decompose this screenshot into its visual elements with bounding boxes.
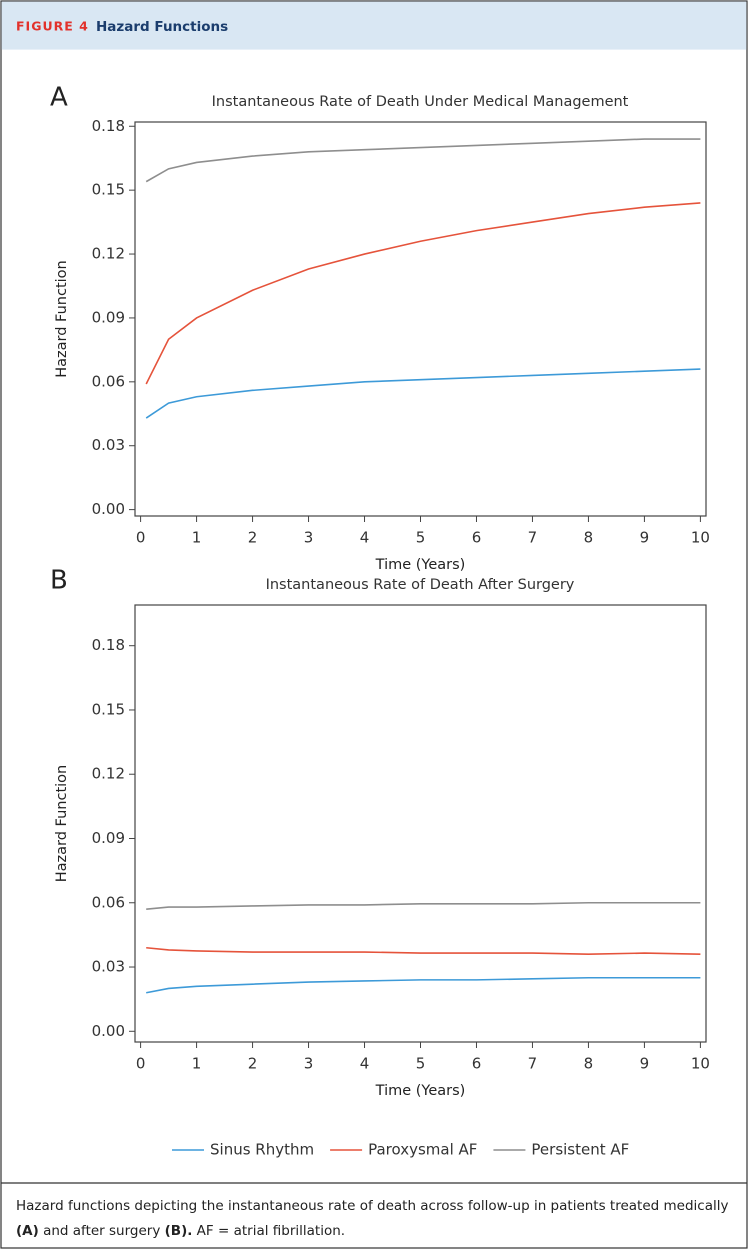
x-tick-label: 5 (416, 529, 426, 547)
plot-frame (134, 121, 707, 517)
panel-label: B (50, 566, 68, 596)
x-axis-title: Time (Years) (375, 1083, 466, 1099)
series-line (145, 138, 701, 183)
caption-text: (B). (164, 1223, 193, 1239)
y-axis-title: Hazard Function (54, 260, 70, 377)
caption-text: (A) (16, 1223, 39, 1239)
x-tick-label: 1 (192, 1055, 202, 1073)
x-tick-label: 0 (136, 529, 146, 547)
series-line (145, 202, 701, 385)
legend-label: Paroxysmal AF (368, 1141, 477, 1159)
y-tick-label: 0.09 (92, 829, 125, 847)
x-tick-label: 2 (248, 1055, 258, 1073)
y-tick-label: 0.12 (92, 245, 125, 263)
x-axis-title: Time (Years) (375, 557, 466, 573)
x-tick-label: 8 (584, 1055, 594, 1073)
y-tick-label: 0.03 (92, 958, 125, 976)
y-tick-label: 0.06 (92, 372, 125, 390)
y-tick-label: 0.09 (92, 308, 125, 326)
series-line (146, 976, 701, 994)
x-tick-label: 9 (640, 529, 650, 547)
chart-title: Instantaneous Rate of Death Under Medica… (212, 94, 629, 110)
x-tick-label: 10 (691, 1055, 710, 1073)
figure-title: Hazard Functions (96, 19, 228, 35)
caption-text: and after surgery (38, 1223, 165, 1239)
series-line (145, 368, 701, 419)
x-tick-label: 1 (192, 529, 202, 547)
y-tick-label: 0.00 (92, 1022, 125, 1040)
caption: Hazard functions depicting the instantan… (16, 1194, 731, 1244)
y-tick-label: 0.03 (92, 436, 125, 454)
plot-frame (134, 604, 707, 1043)
y-tick-label: 0.12 (92, 765, 125, 783)
figure-label: FIGURE 4 (16, 19, 89, 34)
chart-title: Instantaneous Rate of Death After Surger… (266, 577, 575, 593)
x-tick-label: 0 (136, 1055, 146, 1073)
y-axis-title: Hazard Function (54, 765, 70, 882)
y-tick-label: 0.06 (92, 893, 125, 911)
y-tick-label: 0.15 (92, 181, 125, 199)
header-band (1, 1, 747, 50)
caption-text: Hazard functions depicting the instantan… (16, 1198, 729, 1214)
y-tick-label: 0.18 (92, 636, 125, 654)
legend-label: Sinus Rhythm (210, 1141, 314, 1159)
x-tick-label: 6 (472, 529, 482, 547)
caption-text: AF = atrial fibrillation. (192, 1223, 346, 1239)
series-line (146, 901, 701, 910)
x-tick-label: 2 (248, 529, 258, 547)
x-tick-label: 6 (472, 1055, 482, 1073)
x-tick-label: 4 (360, 1055, 370, 1073)
series-line (146, 946, 701, 955)
legend-label: Persistent AF (531, 1141, 629, 1159)
x-tick-label: 5 (416, 1055, 426, 1073)
y-tick-label: 0.18 (92, 117, 125, 135)
x-tick-label: 9 (640, 1055, 650, 1073)
x-tick-label: 3 (304, 1055, 314, 1073)
y-tick-label: 0.00 (92, 500, 125, 518)
x-tick-label: 7 (528, 1055, 538, 1073)
x-tick-label: 8 (584, 529, 594, 547)
y-tick-label: 0.15 (92, 700, 125, 718)
x-tick-label: 10 (691, 529, 710, 547)
x-tick-label: 3 (304, 529, 314, 547)
x-tick-label: 4 (360, 529, 370, 547)
x-tick-label: 7 (528, 529, 538, 547)
panel-label: A (50, 83, 68, 113)
